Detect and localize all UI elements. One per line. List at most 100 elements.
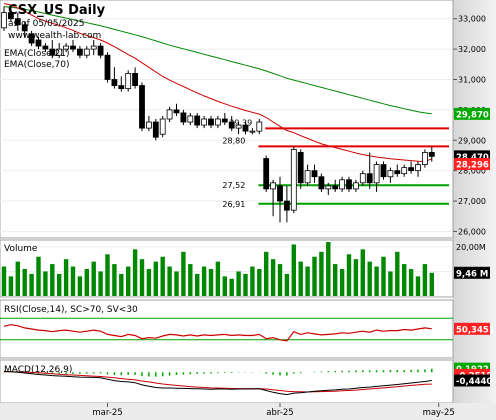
candle bbox=[318, 173, 325, 192]
candle bbox=[63, 43, 69, 53]
volume-title: Volume bbox=[4, 244, 38, 254]
volume-bar bbox=[402, 264, 407, 296]
volume-bar bbox=[415, 276, 421, 296]
price-tick-label: 31,000 bbox=[458, 75, 486, 84]
svg-text:50,3451: 50,3451 bbox=[456, 325, 495, 335]
watermark: www.wealth-lab.com bbox=[8, 31, 101, 41]
macd-title: MACD(12,26,9) bbox=[4, 365, 72, 375]
date-label: mar-25 bbox=[92, 408, 122, 418]
candle bbox=[14, 12, 21, 31]
candle bbox=[7, 6, 14, 22]
candle bbox=[373, 161, 380, 192]
volume-bar bbox=[229, 278, 234, 296]
candle bbox=[352, 179, 359, 192]
candle bbox=[35, 36, 42, 50]
candle bbox=[201, 115, 208, 129]
volume-bar bbox=[312, 256, 317, 296]
svg-text:29,870: 29,870 bbox=[456, 110, 489, 120]
candle bbox=[297, 149, 304, 189]
volume-tick-label: 20,00M bbox=[456, 243, 486, 252]
candle bbox=[401, 164, 408, 177]
volume-bar bbox=[291, 244, 296, 296]
volume-bar bbox=[50, 264, 55, 296]
price-tick-label: 28,000 bbox=[458, 167, 486, 176]
candle bbox=[249, 128, 256, 135]
candle bbox=[332, 179, 339, 192]
candle bbox=[277, 176, 283, 223]
candle bbox=[387, 167, 394, 183]
volume-bar bbox=[195, 273, 200, 296]
volume-bar bbox=[284, 273, 290, 296]
volume-bar bbox=[70, 266, 76, 296]
volume-bar bbox=[422, 264, 428, 296]
candle bbox=[111, 67, 118, 89]
volume-bar bbox=[215, 261, 221, 296]
volume-bar bbox=[395, 251, 400, 296]
volume-bar bbox=[139, 259, 145, 296]
candle bbox=[221, 112, 228, 126]
candle bbox=[290, 146, 297, 214]
volume-bar bbox=[167, 266, 172, 296]
candle bbox=[180, 109, 187, 126]
svg-text:28,296: 28,296 bbox=[456, 160, 489, 170]
candle bbox=[104, 52, 111, 83]
candle bbox=[97, 43, 104, 59]
volume-bar bbox=[132, 249, 138, 296]
ema70-line bbox=[3, 6, 432, 115]
price-tick-label: 32,000 bbox=[458, 45, 486, 54]
volume-bar bbox=[188, 264, 193, 296]
volume-bar bbox=[112, 264, 117, 296]
volume-bar bbox=[429, 272, 434, 296]
candle bbox=[90, 39, 97, 56]
volume-bar bbox=[353, 259, 359, 296]
volume-bar bbox=[360, 249, 365, 296]
value-badge: 29,870 bbox=[454, 107, 490, 120]
volume-bar bbox=[222, 276, 227, 296]
candle bbox=[77, 46, 83, 59]
candle bbox=[380, 161, 387, 180]
volume-bar bbox=[388, 271, 393, 296]
volume-bar bbox=[333, 264, 338, 296]
candle bbox=[56, 43, 63, 59]
svg-text:9,46 M: 9,46 M bbox=[456, 269, 488, 279]
candle bbox=[49, 39, 56, 59]
candle bbox=[256, 119, 263, 135]
level-label: 28,80 bbox=[222, 136, 245, 145]
candle bbox=[415, 161, 421, 177]
level-label: 26,91 bbox=[222, 200, 245, 209]
svg-text:-0,4440: -0,4440 bbox=[456, 377, 492, 387]
candle bbox=[428, 146, 435, 162]
volume-bar bbox=[305, 266, 310, 296]
candle bbox=[173, 103, 180, 116]
price-tick-label: 29,000 bbox=[458, 136, 486, 145]
volume-bar bbox=[381, 256, 386, 296]
volume-bar bbox=[367, 261, 372, 296]
value-badge: 28,296 bbox=[454, 157, 490, 170]
candle bbox=[194, 112, 201, 129]
candle bbox=[304, 164, 311, 186]
volume-bar bbox=[243, 273, 248, 296]
candle bbox=[1, 6, 7, 31]
candle bbox=[359, 170, 366, 186]
macd-signal-line bbox=[4, 371, 432, 393]
volume-bar bbox=[236, 271, 241, 296]
volume-bar bbox=[1, 266, 7, 296]
macd-line bbox=[3, 370, 432, 396]
chart-title: CSX_US Daily bbox=[8, 3, 106, 18]
volume-bar bbox=[174, 271, 179, 296]
candle bbox=[208, 115, 214, 129]
rsi-title: RSI(Close,14), SC>70, SV<30 bbox=[4, 305, 138, 315]
volume-bar bbox=[408, 269, 414, 296]
candle bbox=[270, 179, 277, 217]
candle bbox=[408, 161, 415, 174]
candle bbox=[346, 176, 352, 192]
volume-bar bbox=[160, 256, 165, 296]
candle bbox=[83, 46, 90, 59]
price-tick-label: 33,000 bbox=[458, 15, 486, 24]
candle bbox=[311, 164, 318, 183]
volume-bar bbox=[298, 261, 303, 296]
volume-bar bbox=[250, 266, 255, 296]
candle bbox=[145, 115, 152, 132]
value-badge: 9,46 M bbox=[454, 266, 490, 279]
date-label: abr-25 bbox=[266, 408, 293, 418]
